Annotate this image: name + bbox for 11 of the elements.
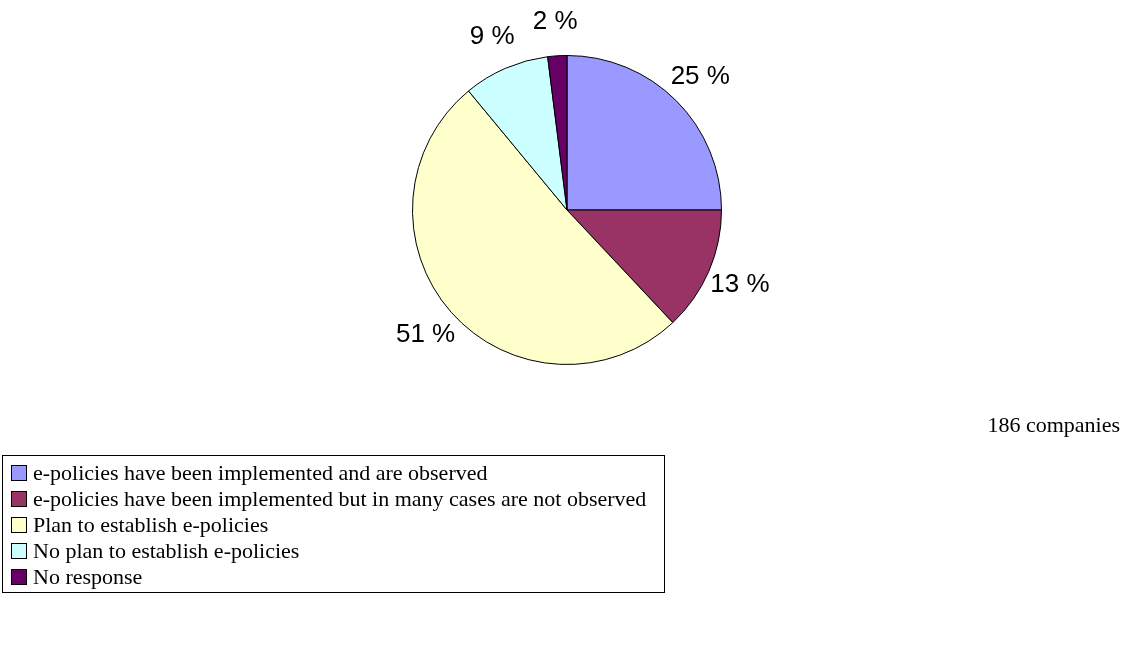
data-label: 25 % (670, 59, 730, 90)
data-label: 2 % (532, 5, 578, 36)
legend-label: No plan to establish e-policies (33, 538, 300, 564)
legend-label: e-policies have been implemented and are observed (33, 460, 488, 486)
legend-label: No response (33, 564, 143, 590)
legend-label: e-policies have been implemented but in many cases are not observed (33, 486, 647, 512)
data-label: 13 % (710, 268, 770, 299)
text: 186 companies (987, 412, 1120, 438)
data-label: 9 % (469, 20, 515, 51)
legend-label: Plan to establish e-policies (33, 512, 269, 538)
data-label: 51 % (395, 317, 456, 348)
